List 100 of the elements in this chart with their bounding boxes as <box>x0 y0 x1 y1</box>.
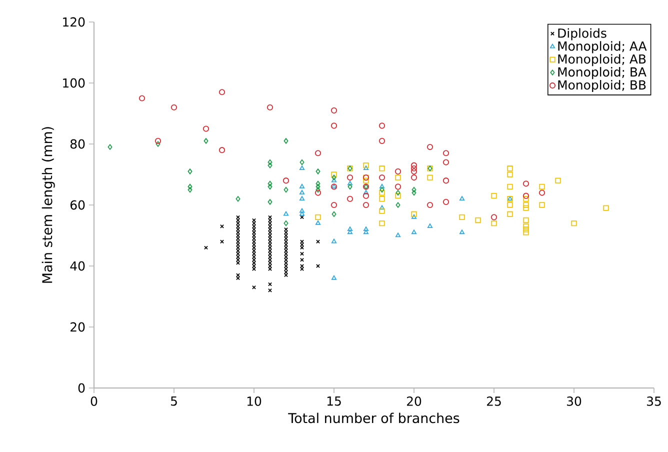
point <box>442 198 450 205</box>
legend-label: Monoploid; AA <box>558 41 647 54</box>
legend-label: Diploids <box>558 28 606 40</box>
point <box>348 184 352 190</box>
point <box>459 214 465 220</box>
point <box>268 159 272 166</box>
point <box>315 214 321 220</box>
point <box>299 208 305 213</box>
point <box>204 138 208 144</box>
point <box>362 202 370 208</box>
point <box>427 223 433 228</box>
point <box>362 192 370 199</box>
x-axis-title: Total number of branches <box>288 412 460 424</box>
point <box>427 174 433 180</box>
point <box>411 211 417 217</box>
point <box>491 220 497 226</box>
point <box>442 159 450 166</box>
point <box>491 192 497 199</box>
x-tick-label: 20 <box>406 396 422 406</box>
y-tick-label: 120 <box>63 17 85 27</box>
point <box>268 184 272 190</box>
point <box>411 230 417 234</box>
point <box>363 230 369 234</box>
point <box>282 178 290 184</box>
x-tick-label: 15 <box>327 396 341 406</box>
point <box>507 211 513 217</box>
point <box>379 184 385 188</box>
point <box>299 190 305 194</box>
point <box>156 141 160 147</box>
point <box>395 174 401 180</box>
point <box>299 211 305 216</box>
x-tick-label: 35 <box>647 396 661 406</box>
legend-label: Monoploid; BB <box>558 80 646 92</box>
point <box>380 186 384 193</box>
point <box>412 190 416 196</box>
point <box>330 122 338 129</box>
point <box>316 168 320 174</box>
point <box>268 199 272 205</box>
point <box>154 138 162 144</box>
point <box>347 230 353 234</box>
point <box>522 180 530 187</box>
point <box>331 275 337 280</box>
point <box>347 180 353 186</box>
point <box>188 168 192 174</box>
point <box>347 226 353 232</box>
point <box>315 220 321 225</box>
point <box>363 226 369 232</box>
point <box>108 144 112 150</box>
point <box>426 144 434 150</box>
point <box>555 178 561 184</box>
point <box>363 190 369 194</box>
point <box>378 138 386 144</box>
point <box>332 211 336 217</box>
point <box>412 186 416 193</box>
point <box>411 214 417 219</box>
y-axis-title: Main stem length (mm) <box>42 127 55 283</box>
point <box>379 196 385 202</box>
point <box>523 205 529 211</box>
point <box>459 196 465 201</box>
point <box>330 107 338 114</box>
point <box>603 205 609 211</box>
point <box>571 220 577 226</box>
point <box>459 230 465 234</box>
point <box>284 220 288 226</box>
point <box>331 178 337 182</box>
point <box>283 211 289 216</box>
point <box>539 184 545 190</box>
point <box>523 223 529 230</box>
point <box>394 168 402 174</box>
y-tick-label: 40 <box>70 261 85 271</box>
point <box>202 126 210 132</box>
point <box>331 172 337 178</box>
point <box>523 230 529 236</box>
point <box>316 180 320 186</box>
point <box>299 196 305 201</box>
point <box>379 190 385 196</box>
point <box>331 238 337 244</box>
point <box>538 190 546 196</box>
point <box>442 178 450 184</box>
x-tick-label: 10 <box>247 396 262 406</box>
point <box>363 178 369 184</box>
point <box>314 150 322 156</box>
point <box>379 208 385 214</box>
point <box>266 104 274 110</box>
point <box>363 162 369 168</box>
point <box>316 186 320 193</box>
point <box>522 192 530 199</box>
point <box>379 166 385 172</box>
point <box>523 202 529 208</box>
point <box>507 202 513 208</box>
point <box>218 147 226 154</box>
y-tick-label: 100 <box>63 78 85 88</box>
x-tick-label: 5 <box>171 396 177 406</box>
point <box>490 214 498 220</box>
point <box>379 205 385 210</box>
point <box>332 174 336 180</box>
point <box>299 184 305 188</box>
point <box>396 202 400 208</box>
point <box>396 190 400 196</box>
point <box>523 217 529 224</box>
